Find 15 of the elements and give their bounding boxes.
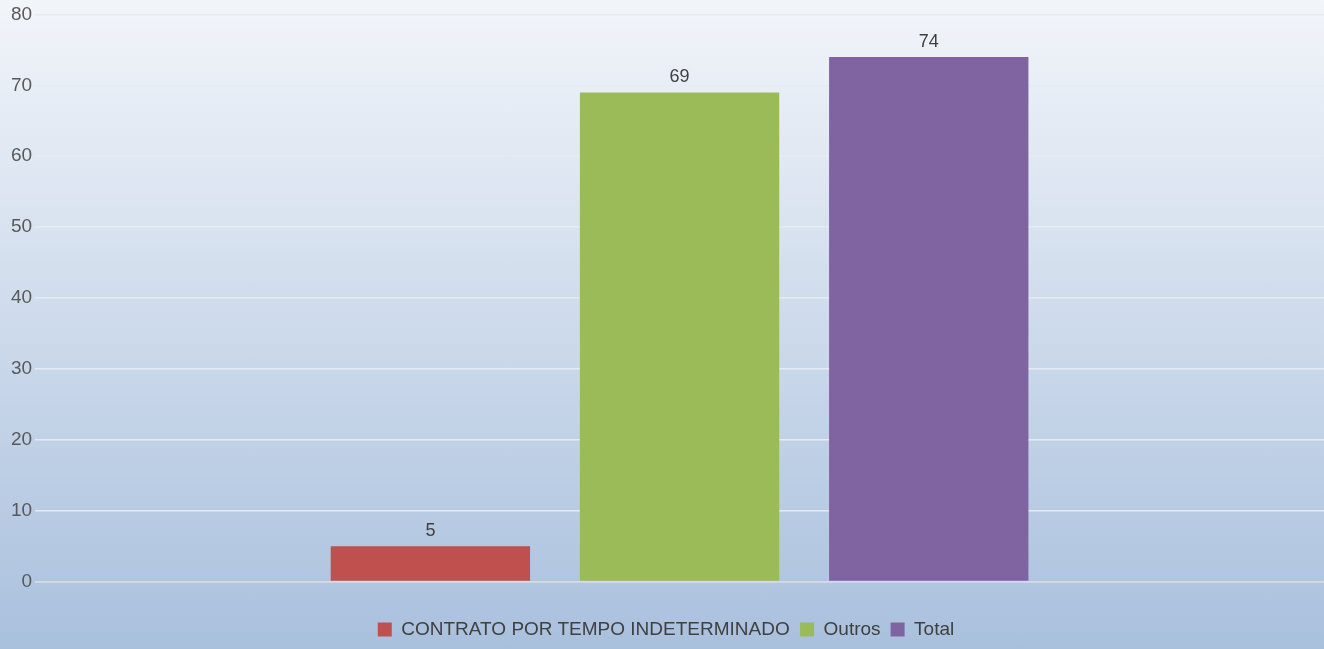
y-tick-label: 20 (10, 428, 33, 450)
legend-label: Outros (823, 617, 881, 639)
y-tick-label: 70 (10, 73, 33, 95)
legend-label: CONTRATO POR TEMPO INDETERMINADO (401, 617, 790, 639)
y-tick-label: 60 (10, 144, 33, 166)
legend-label: Total (914, 617, 955, 639)
y-tick-label: 10 (10, 498, 33, 520)
y-tick-label: 40 (10, 286, 33, 308)
y-tick-label: 0 (21, 569, 33, 591)
y-tick-label: 50 (10, 215, 33, 237)
data-label: 74 (918, 30, 939, 51)
y-tick-label: 30 (10, 357, 33, 379)
data-label: 5 (425, 520, 436, 541)
data-label: 69 (669, 66, 690, 87)
y-tick-label: 80 (10, 2, 33, 24)
